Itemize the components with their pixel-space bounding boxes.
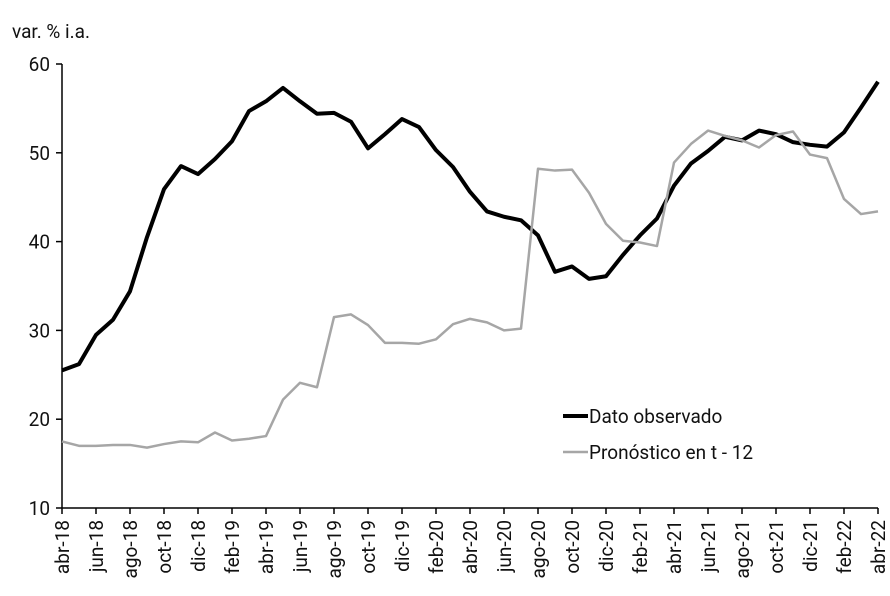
x-tick-label: ago-21 [731, 520, 754, 578]
x-tick-label: jun-21 [697, 520, 720, 573]
x-tick-label: feb-21 [629, 520, 652, 574]
y-tick-label: 50 [29, 142, 50, 165]
x-tick-label: oct-21 [765, 520, 788, 574]
x-tick-label: oct-20 [561, 520, 584, 574]
x-tick-label: jun-19 [289, 520, 312, 573]
x-tick-label: abr-18 [51, 520, 74, 574]
x-tick-label: oct-18 [153, 520, 176, 574]
x-tick-label: abr-21 [663, 520, 686, 574]
legend-label: Pronóstico en t - 12 [589, 441, 753, 464]
x-tick-label: feb-20 [425, 520, 448, 574]
y-axis-label: var. % i.a. [12, 20, 90, 43]
x-tick-label: feb-22 [833, 520, 856, 574]
y-tick-label: 10 [29, 497, 50, 520]
x-tick-label: abr-20 [459, 520, 482, 574]
line-series [61, 129, 879, 449]
x-tick-label: dic-19 [391, 520, 414, 572]
legend-label: Dato observado [589, 405, 722, 428]
x-tick-label: dic-18 [187, 520, 210, 572]
line-series [61, 80, 880, 373]
x-tick-label: dic-21 [799, 520, 822, 572]
y-tick-label: 20 [29, 408, 50, 431]
x-tick-label: abr-19 [255, 520, 278, 574]
x-tick-label: jun-20 [493, 520, 516, 573]
x-tick-label: feb-19 [221, 520, 244, 574]
y-tick-label: 60 [29, 53, 50, 76]
y-tick-label: 30 [29, 319, 50, 342]
x-tick-label: ago-18 [119, 520, 142, 578]
x-tick-label: oct-19 [357, 520, 380, 574]
x-tick-label: jun-18 [85, 520, 108, 573]
x-tick-label: ago-19 [323, 520, 346, 578]
x-tick-label: ago-20 [527, 520, 550, 578]
y-tick-label: 40 [29, 231, 50, 254]
x-tick-label: abr-22 [867, 520, 890, 574]
x-tick-label: dic-20 [595, 520, 618, 572]
